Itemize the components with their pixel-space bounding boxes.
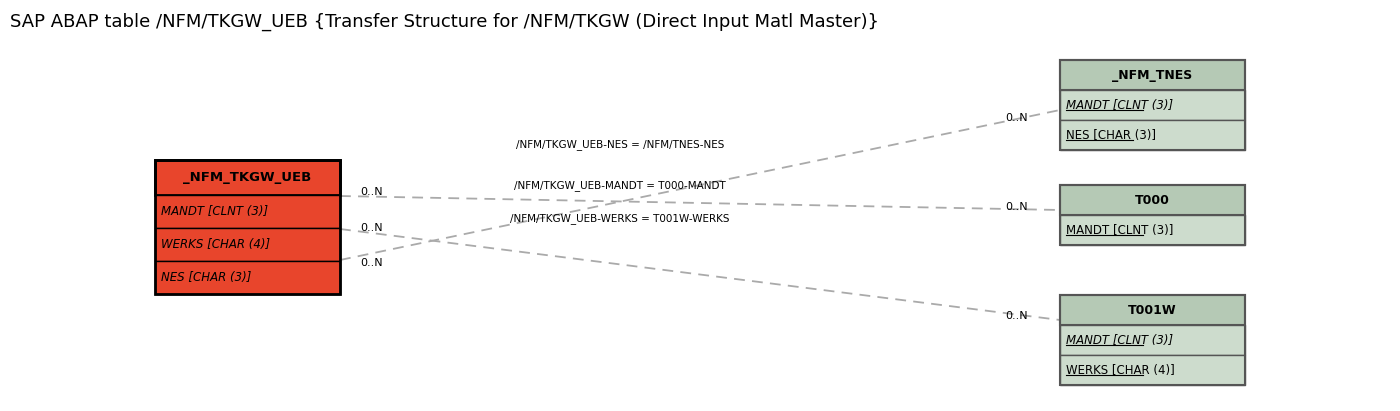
- Text: 0..N: 0..N: [360, 258, 382, 268]
- Text: /NFM/TKGW_UEB-MANDT = T000-MANDT: /NFM/TKGW_UEB-MANDT = T000-MANDT: [514, 180, 725, 191]
- Bar: [155, 228, 340, 261]
- Text: 0..N: 0..N: [1005, 311, 1028, 321]
- Bar: [155, 195, 340, 228]
- Text: _NFM_TKGW_UEB: _NFM_TKGW_UEB: [183, 171, 312, 184]
- Text: /NFM/TKGW_UEB-NES = /NFM/TNES-NES: /NFM/TKGW_UEB-NES = /NFM/TNES-NES: [515, 139, 724, 150]
- Bar: [1060, 60, 1245, 150]
- Text: MANDT [CLNT (3)]: MANDT [CLNT (3)]: [161, 205, 269, 218]
- Bar: [1060, 60, 1245, 90]
- Text: 0..N: 0..N: [360, 223, 382, 233]
- Bar: [1060, 185, 1245, 215]
- Text: _NFM_TNES: _NFM_TNES: [1113, 69, 1193, 81]
- Bar: [1060, 215, 1245, 245]
- Text: 0..N: 0..N: [360, 187, 382, 197]
- Bar: [1060, 295, 1245, 325]
- Text: NES [CHAR (3)]: NES [CHAR (3)]: [1065, 129, 1156, 141]
- Text: 0..N: 0..N: [1005, 113, 1028, 123]
- Text: SAP ABAP table /NFM/TKGW_UEB {Transfer Structure for /NFM/TKGW (Direct Input Mat: SAP ABAP table /NFM/TKGW_UEB {Transfer S…: [10, 13, 879, 31]
- Text: MANDT [CLNT (3)]: MANDT [CLNT (3)]: [1065, 99, 1173, 111]
- Text: WERKS [CHAR (4)]: WERKS [CHAR (4)]: [1065, 363, 1175, 376]
- Text: MANDT [CLNT (3)]: MANDT [CLNT (3)]: [1065, 224, 1173, 236]
- Text: WERKS [CHAR (4)]: WERKS [CHAR (4)]: [161, 238, 270, 251]
- Text: MANDT [CLNT (3)]: MANDT [CLNT (3)]: [1065, 333, 1173, 346]
- Bar: [1060, 355, 1245, 385]
- Bar: [155, 160, 340, 195]
- Bar: [155, 261, 340, 294]
- Bar: [1060, 185, 1245, 245]
- Text: T001W: T001W: [1128, 303, 1177, 316]
- Text: /NFM/TKGW_UEB-WERKS = T001W-WERKS: /NFM/TKGW_UEB-WERKS = T001W-WERKS: [510, 213, 729, 224]
- Text: T000: T000: [1135, 194, 1170, 206]
- Bar: [1060, 90, 1245, 120]
- Text: 0..N: 0..N: [1005, 202, 1028, 212]
- Bar: [1060, 325, 1245, 355]
- Text: NES [CHAR (3)]: NES [CHAR (3)]: [161, 271, 252, 284]
- Bar: [1060, 120, 1245, 150]
- Bar: [1060, 295, 1245, 385]
- Bar: [155, 160, 340, 294]
